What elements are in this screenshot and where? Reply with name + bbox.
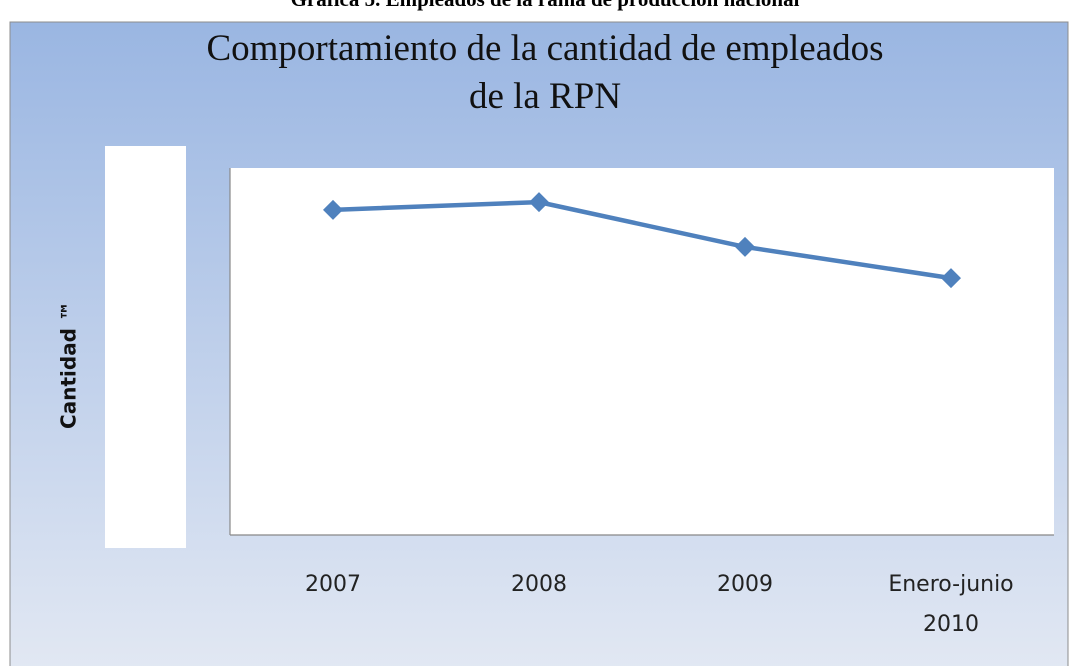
marker bbox=[323, 199, 343, 220]
x-tick-label: 2009 bbox=[717, 572, 773, 597]
caption: Gráfica 5. Empleados de la rama de produ… bbox=[291, 0, 800, 11]
marker bbox=[941, 268, 961, 289]
marker bbox=[735, 236, 755, 257]
x-tick-label: 2008 bbox=[511, 572, 567, 597]
chart-title: Comportamiento de la cantidad de emplead… bbox=[206, 28, 883, 69]
y-axis-label: Cantidad ™ bbox=[57, 301, 81, 429]
redaction-box bbox=[105, 146, 186, 548]
plot-area bbox=[230, 168, 1054, 535]
x-tick-label: 2007 bbox=[305, 572, 361, 597]
x-tick-label: Enero-junio 2010 bbox=[888, 572, 1014, 637]
chart-title: de la RPN bbox=[469, 76, 621, 117]
marker bbox=[529, 192, 549, 213]
line bbox=[332, 199, 952, 281]
